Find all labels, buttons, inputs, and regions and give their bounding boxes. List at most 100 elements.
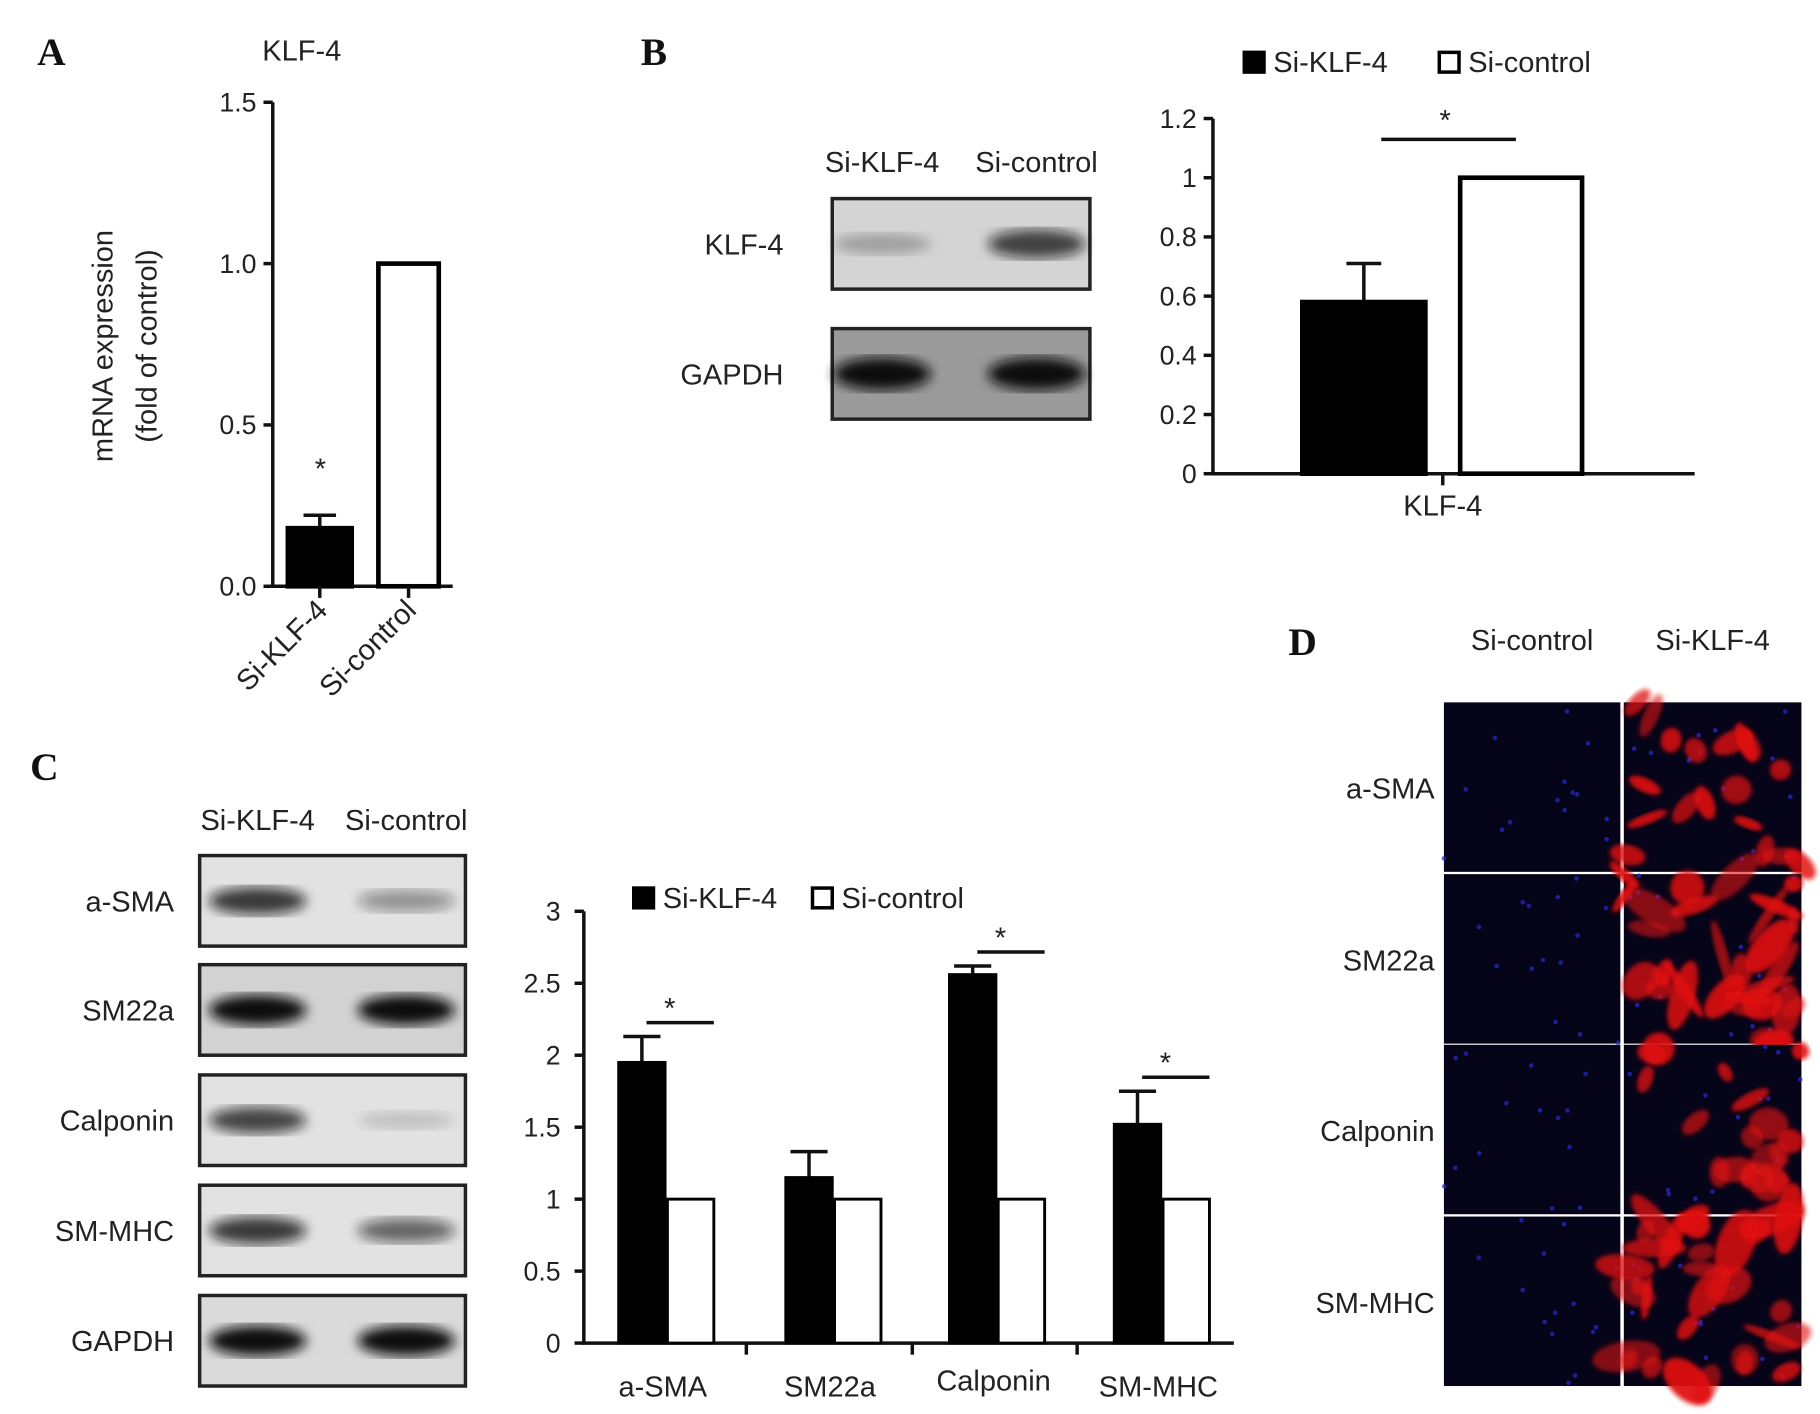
stained-cell: [1688, 1265, 1731, 1318]
stained-cell: [1684, 738, 1708, 763]
stained-cell: [1627, 920, 1671, 938]
western-blot-c: Si-KLF-4 Si-control a-SMA SM22a Calponin SM-M…: [55, 805, 468, 1388]
nucleus: [1549, 1206, 1555, 1211]
nucleus: [1627, 1071, 1633, 1077]
nucleus: [1636, 873, 1642, 879]
nucleus: [1585, 741, 1591, 746]
nucleus: [1540, 957, 1546, 963]
stained-cell: [1711, 919, 1734, 992]
nucleus: [1562, 807, 1568, 813]
immunofluorescence-d: Si-control Si-KLF-4 a-SMA SM22a Calponin SM-M…: [1315, 625, 1816, 1406]
nucleus: [1504, 1100, 1509, 1106]
y-tick-label: 0.8: [1160, 222, 1197, 252]
stained-cell: [1660, 727, 1682, 753]
stained-cell: [1636, 1220, 1655, 1244]
bar-Calponin-Si-KLF-4: [948, 973, 998, 1345]
legend-swatch: [632, 886, 656, 910]
fluor-cells: [1476, 1218, 1619, 1386]
nucleus: [1760, 1356, 1765, 1362]
y-tick-label: 0.4: [1160, 341, 1197, 371]
nucleus: [1765, 1096, 1771, 1101]
stained-cell: [1771, 983, 1802, 1036]
x-tick-label: SM-MHC: [1099, 1371, 1218, 1403]
stained-cell: [1667, 960, 1699, 1030]
nucleus: [1738, 944, 1744, 950]
stained-cell: [1734, 722, 1757, 763]
legend-swatch: [1242, 50, 1266, 74]
stained-cell: [1609, 844, 1646, 866]
chart-b: Si-KLF-4 Si-control 0 0.2 0.4 0.6 0.8 1 1.2 KLF-4…: [1160, 47, 1695, 522]
nucleus: [1494, 963, 1499, 969]
blot-band: [357, 1111, 455, 1129]
fluor-cells: [1627, 1032, 1810, 1202]
nucleus: [1703, 1093, 1708, 1098]
significance-star: *: [995, 922, 1006, 954]
nucleus: [1604, 836, 1609, 842]
nucleus: [1775, 1049, 1781, 1055]
blot-row-label: KLF-4: [704, 229, 783, 261]
blot-column-label: Si-KLF-4: [825, 147, 939, 179]
stained-cell: [1750, 1143, 1786, 1178]
nucleus: [1567, 1144, 1572, 1150]
blot-column-label: Si-KLF-4: [200, 805, 314, 837]
stained-cell: [1773, 1183, 1804, 1254]
nucleus: [1441, 856, 1447, 861]
y-tick-label: 1.2: [1160, 104, 1197, 134]
chart-a-ylabel-1: mRNA expression: [88, 230, 120, 462]
stained-cell: [1745, 919, 1795, 974]
fluor-image: [1443, 702, 1621, 872]
bar-SM22a-Si-control: [833, 1197, 883, 1345]
bar-Si-control: [1457, 175, 1585, 477]
y-tick-label: 3: [546, 897, 561, 927]
stained-cell: [1769, 759, 1792, 781]
blot-band: [208, 994, 307, 1026]
nucleus: [1492, 735, 1498, 741]
nucleus: [1541, 1251, 1547, 1256]
y-tick-label: 1.5: [524, 1112, 561, 1142]
bar-SM22a-Si-KLF-4: [784, 1176, 834, 1345]
blot-row-label: GAPDH: [71, 1326, 174, 1358]
stained-cell: [1672, 792, 1701, 824]
blot-band: [357, 994, 455, 1026]
chart-a: KLF-4 mRNA expression (fold of control) …: [88, 35, 453, 703]
nucleus: [1507, 819, 1513, 825]
nucleus: [1603, 905, 1609, 911]
panel-label-a: A: [37, 30, 66, 74]
bar-a-SMA-Si-control: [665, 1197, 716, 1345]
nucleus: [1763, 1044, 1768, 1050]
fluor-cells: [1592, 1183, 1812, 1406]
fluor-cells: [1609, 852, 1806, 1054]
nucleus: [1552, 1310, 1558, 1316]
nucleus: [1555, 1115, 1561, 1121]
stained-cell: [1764, 1322, 1812, 1353]
nucleus: [1577, 1032, 1583, 1037]
nucleus: [1648, 750, 1654, 756]
significance-star: *: [1439, 105, 1450, 137]
stained-cell: [1654, 958, 1673, 987]
blot-column-label: Si-control: [975, 147, 1097, 179]
bar-SM-MHC-Si-control: [1161, 1197, 1211, 1345]
nucleus: [1453, 1055, 1458, 1061]
stained-cell: [1662, 1357, 1713, 1406]
nucleus: [1593, 1324, 1599, 1330]
stained-cell: [1791, 1042, 1810, 1060]
x-tick-label: a-SMA: [618, 1371, 707, 1403]
nucleus: [1519, 1218, 1524, 1223]
nucleus: [1476, 1255, 1482, 1260]
fluor-row-label: Calponin: [1320, 1116, 1434, 1148]
nucleus: [1583, 1071, 1588, 1077]
nucleus: [1537, 1108, 1543, 1113]
nucleus: [1728, 1032, 1734, 1037]
chart-c: Si-KLF-4 Si-control 0 0.5 1 1.5 2 2.5 3 a-SMA * SM2…: [524, 883, 1234, 1403]
stained-cell: [1621, 1238, 1687, 1258]
blot-band: [357, 890, 455, 912]
bar-Si-control: [376, 261, 442, 589]
stained-cell: [1628, 775, 1661, 795]
stained-cell: [1770, 1299, 1793, 1323]
nucleus: [1698, 1319, 1703, 1325]
y-tick-label: 1: [546, 1184, 561, 1214]
nucleus: [1526, 903, 1532, 909]
nucleus: [1710, 1189, 1715, 1194]
stained-cell: [1626, 809, 1668, 829]
nucleus: [1555, 894, 1561, 900]
